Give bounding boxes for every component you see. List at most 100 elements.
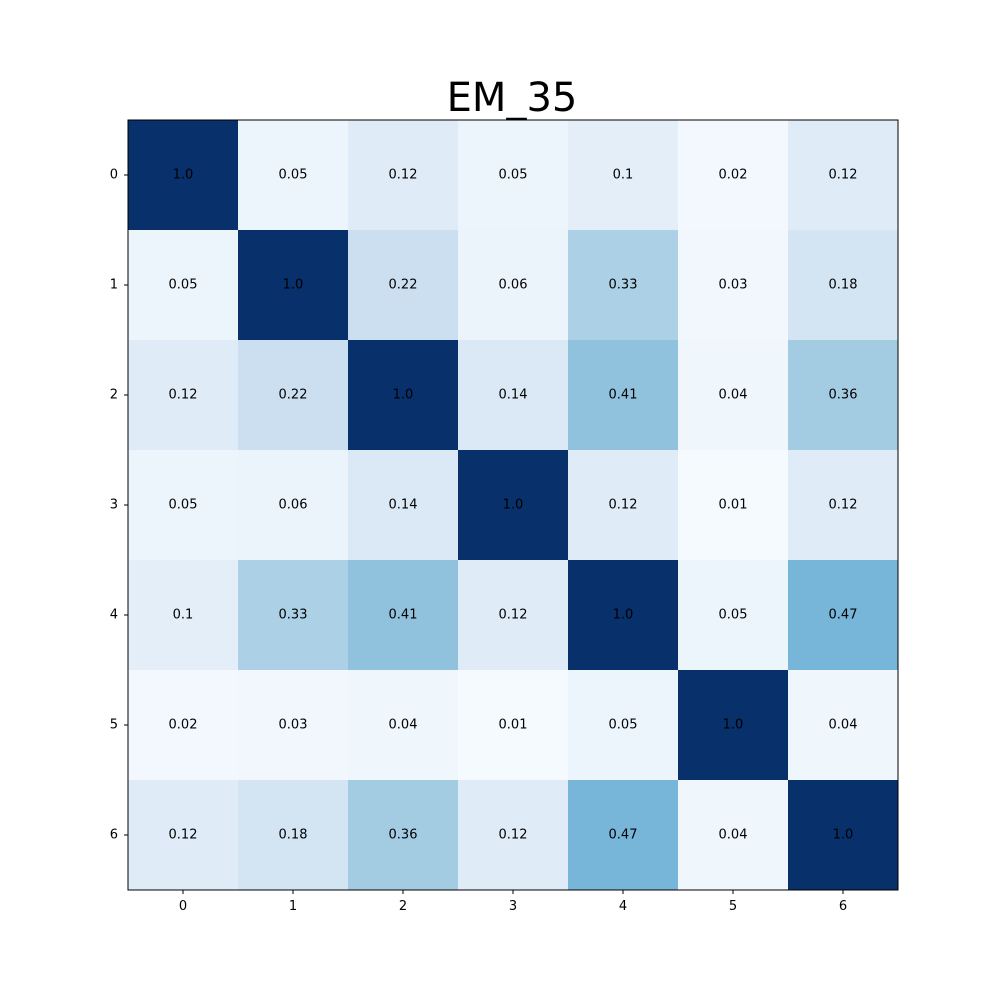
heatmap-cell bbox=[128, 340, 239, 451]
heatmap-cell bbox=[568, 340, 679, 451]
heatmap-cell bbox=[458, 340, 569, 451]
heatmap-cell bbox=[678, 340, 789, 451]
cell-value-label: 0.03 bbox=[279, 718, 308, 733]
cell-value-label: 0.04 bbox=[829, 718, 858, 733]
heatmap-cell bbox=[128, 560, 239, 671]
heatmap-cell bbox=[348, 340, 459, 451]
y-tick-label: 3 bbox=[110, 498, 118, 513]
heatmap-cell bbox=[348, 780, 459, 891]
cell-value-label: 0.05 bbox=[169, 278, 198, 293]
heatmap-cell bbox=[128, 780, 239, 891]
heatmap-cell bbox=[678, 230, 789, 341]
cell-value-label: 0.41 bbox=[609, 388, 638, 403]
heatmap-cell bbox=[348, 120, 459, 231]
y-tick-label: 2 bbox=[110, 388, 118, 403]
cell-value-label: 0.05 bbox=[609, 718, 638, 733]
heatmap-cell bbox=[788, 340, 899, 451]
heatmap-cell bbox=[238, 560, 349, 671]
heatmap-cells bbox=[128, 120, 899, 891]
cell-value-label: 0.01 bbox=[719, 498, 748, 513]
cell-value-label: 0.12 bbox=[609, 498, 638, 513]
heatmap-cell bbox=[238, 450, 349, 561]
cell-value-label: 0.22 bbox=[389, 278, 418, 293]
cell-value-label: 0.14 bbox=[499, 388, 528, 403]
cell-value-label: 0.18 bbox=[829, 278, 858, 293]
cell-value-label: 0.47 bbox=[609, 828, 638, 843]
heatmap-cell bbox=[788, 120, 899, 231]
cell-value-label: 0.14 bbox=[389, 498, 418, 513]
cell-value-label: 0.01 bbox=[499, 718, 528, 733]
heatmap-cell bbox=[348, 450, 459, 561]
heatmap-cell bbox=[458, 560, 569, 671]
heatmap-cell bbox=[568, 230, 679, 341]
x-tick-label: 6 bbox=[839, 899, 847, 914]
chart-title: EM_35 bbox=[447, 75, 578, 121]
cell-value-label: 1.0 bbox=[723, 718, 744, 733]
heatmap-cell bbox=[678, 120, 789, 231]
cell-value-label: 0.06 bbox=[279, 498, 308, 513]
heatmap-cell bbox=[788, 450, 899, 561]
cell-value-label: 0.22 bbox=[279, 388, 308, 403]
cell-value-label: 0.1 bbox=[613, 168, 634, 183]
heatmap-cell bbox=[678, 780, 789, 891]
cell-value-label: 1.0 bbox=[283, 278, 304, 293]
heatmap-cell bbox=[458, 120, 569, 231]
heatmap-cell bbox=[348, 230, 459, 341]
cell-value-label: 0.18 bbox=[279, 828, 308, 843]
y-tick-label: 5 bbox=[110, 718, 118, 733]
cell-value-label: 1.0 bbox=[173, 168, 194, 183]
cell-value-label: 0.33 bbox=[609, 278, 638, 293]
x-tick-label: 4 bbox=[619, 899, 627, 914]
heatmap-cell bbox=[568, 780, 679, 891]
heatmap-cell bbox=[348, 560, 459, 671]
heatmap-cell bbox=[568, 450, 679, 561]
cell-value-label: 0.05 bbox=[499, 168, 528, 183]
heatmap-cell bbox=[678, 560, 789, 671]
heatmap-cell bbox=[788, 230, 899, 341]
heatmap-cell bbox=[128, 120, 239, 231]
x-tick-label: 1 bbox=[289, 899, 297, 914]
cell-value-label: 0.12 bbox=[499, 608, 528, 623]
cell-value-label: 0.47 bbox=[829, 608, 858, 623]
heatmap-cell bbox=[238, 340, 349, 451]
heatmap-cell bbox=[238, 120, 349, 231]
cell-value-label: 0.04 bbox=[719, 828, 748, 843]
heatmap-cell bbox=[458, 450, 569, 561]
cell-value-label: 0.03 bbox=[719, 278, 748, 293]
heatmap-cell bbox=[458, 230, 569, 341]
heatmap-cell bbox=[128, 670, 239, 781]
heatmap-cell bbox=[788, 560, 899, 671]
heatmap-cell bbox=[458, 780, 569, 891]
x-tick-label: 5 bbox=[729, 899, 737, 914]
heatmap-cell bbox=[568, 560, 679, 671]
heatmap-cell bbox=[678, 450, 789, 561]
cell-value-label: 0.12 bbox=[389, 168, 418, 183]
heatmap-cell bbox=[238, 670, 349, 781]
cell-value-label: 0.36 bbox=[389, 828, 418, 843]
cell-value-label: 0.12 bbox=[169, 828, 198, 843]
heatmap-cell bbox=[238, 780, 349, 891]
heatmap-cell bbox=[458, 670, 569, 781]
cell-value-label: 1.0 bbox=[833, 828, 854, 843]
cell-value-label: 0.36 bbox=[829, 388, 858, 403]
heatmap-cell bbox=[568, 120, 679, 231]
cell-value-label: 0.12 bbox=[169, 388, 198, 403]
cell-value-label: 0.04 bbox=[389, 718, 418, 733]
cell-value-label: 0.05 bbox=[719, 608, 748, 623]
heatmap-cell bbox=[788, 670, 899, 781]
heatmap-cell bbox=[568, 670, 679, 781]
cell-value-labels: 1.0 0.05 0.12 0.05 0.1 0.02 0.12 0.05 1.0 0.22 0.0… bbox=[169, 168, 858, 843]
heatmap-cell bbox=[128, 450, 239, 561]
heatmap-cell bbox=[348, 670, 459, 781]
cell-value-label: 0.12 bbox=[829, 168, 858, 183]
cell-value-label: 1.0 bbox=[503, 498, 524, 513]
cell-value-label: 1.0 bbox=[613, 608, 634, 623]
cell-value-label: 0.12 bbox=[499, 828, 528, 843]
x-tick-label: 3 bbox=[509, 899, 517, 914]
heatmap-cell bbox=[128, 230, 239, 341]
cell-value-label: 0.12 bbox=[829, 498, 858, 513]
x-axis: 0 1 2 3 4 5 6 bbox=[179, 890, 847, 914]
y-tick-label: 1 bbox=[110, 278, 118, 293]
x-tick-label: 0 bbox=[179, 899, 187, 914]
